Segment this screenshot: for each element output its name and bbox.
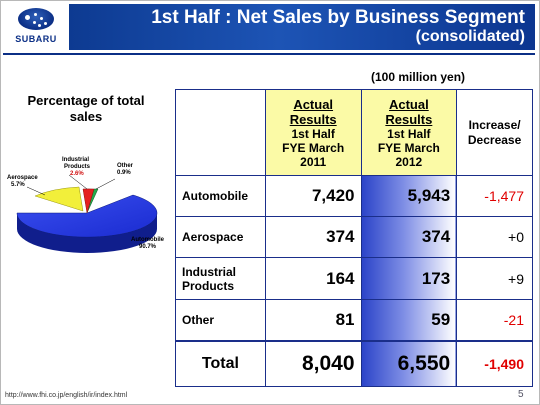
column-header-2011: Actual Results 1st Half FYE March 2011 <box>264 89 362 176</box>
pie-label-automobile: Automobile <box>131 237 165 243</box>
table-row: Aerospace 374 374 +0 <box>175 216 533 258</box>
page-subtitle: (consolidated) <box>415 28 525 45</box>
total-label: Total <box>175 339 266 387</box>
value-2011: 81 <box>264 299 362 341</box>
pleiades-star-icon <box>18 8 54 30</box>
table-row: Industrial Products 164 173 +9 <box>175 257 533 300</box>
footer-url[interactable]: http://www.fhi.co.jp/english/ir/index.ht… <box>5 392 128 399</box>
increase-decrease-value: -1,477 <box>456 175 533 217</box>
total-2012: 6,550 <box>360 339 458 387</box>
segment-name: Industrial Products <box>175 257 266 300</box>
pie-label-other: Other <box>117 163 134 169</box>
increase-decrease-value: -21 <box>456 299 533 341</box>
segment-name: Aerospace <box>175 216 266 258</box>
pie-slice-automobile <box>16 194 158 238</box>
value-2011: 374 <box>264 216 362 258</box>
increase-decrease-value: +9 <box>456 257 533 300</box>
segment-name: Automobile <box>175 175 266 217</box>
value-2012: 374 <box>360 216 458 258</box>
segment-table: Actual Results 1st Half FYE March 2011 A… <box>175 89 533 387</box>
pie-label-aerospace: Aerospace <box>7 175 38 181</box>
column-header-increase-decrease: Increase/ Decrease <box>456 89 533 176</box>
pie-chart: Industrial Products 2.6% Other 0.9% Aero… <box>7 157 165 253</box>
header-blank-cell <box>175 89 266 176</box>
table-row: Automobile 7,420 5,943 -1,477 <box>175 175 533 217</box>
pie-label-industrial: Industrial <box>62 157 89 163</box>
logo-text: SUBARU <box>15 34 57 44</box>
svg-text:2.6%: 2.6% <box>70 171 84 177</box>
unit-note: (100 million yen) <box>371 70 466 84</box>
value-2011: 164 <box>264 257 362 300</box>
svg-text:90.7%: 90.7% <box>139 244 157 250</box>
page-title: 1st Half : Net Sales by Business Segment <box>151 7 525 28</box>
pie-slice-industrial-products <box>82 188 95 214</box>
subaru-logo: SUBARU <box>3 4 67 50</box>
segment-name: Other <box>175 299 266 341</box>
svg-text:5.7%: 5.7% <box>11 182 25 188</box>
column-header-2012: Actual Results 1st Half FYE March 2012 <box>360 89 458 176</box>
increase-decrease-value: +0 <box>456 216 533 258</box>
table-total-row: Total 8,040 6,550 -1,490 <box>175 339 533 387</box>
value-2012: 59 <box>360 299 458 341</box>
value-2011: 7,420 <box>264 175 362 217</box>
table-header-row: Actual Results 1st Half FYE March 2011 A… <box>175 89 533 176</box>
svg-text:0.9%: 0.9% <box>117 170 131 176</box>
pie-title: Percentage of total sales <box>27 93 145 124</box>
table-row: Other 81 59 -21 <box>175 299 533 341</box>
pie-side <box>17 213 157 253</box>
title-bar: 1st Half : Net Sales by Business Segment… <box>69 4 535 50</box>
page-number: 5 <box>518 389 524 400</box>
total-2011: 8,040 <box>264 339 362 387</box>
pie-slice-aerospace <box>34 186 84 212</box>
value-2012: 5,943 <box>360 175 458 217</box>
total-increase-decrease: -1,490 <box>456 339 533 387</box>
svg-text:Products: Products <box>64 164 91 170</box>
header-divider <box>3 53 535 55</box>
value-2012: 173 <box>360 257 458 300</box>
